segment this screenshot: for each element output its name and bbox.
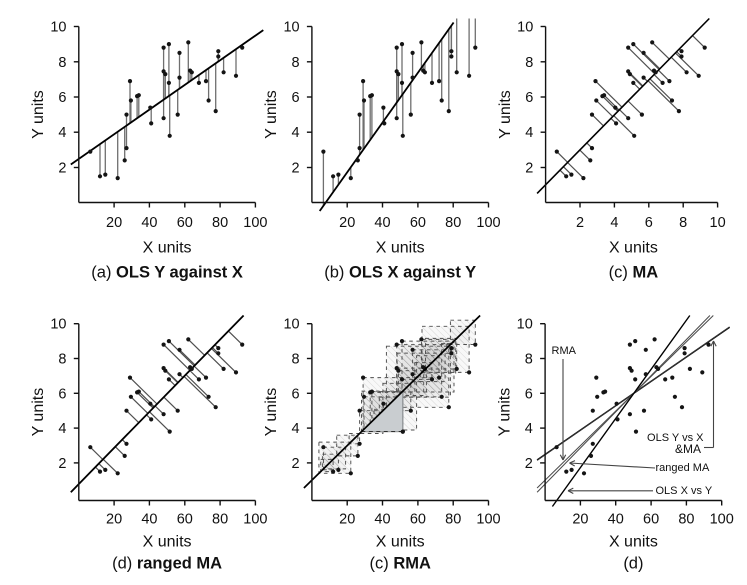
svg-text:40: 40 <box>141 511 157 527</box>
svg-text:OLS X vs Y: OLS X vs Y <box>656 485 713 497</box>
svg-text:100: 100 <box>476 511 500 527</box>
svg-text:4: 4 <box>292 125 300 141</box>
svg-text:8: 8 <box>58 55 66 71</box>
svg-text:X units: X units <box>376 533 425 550</box>
svg-text:X units: X units <box>376 240 425 257</box>
svg-text:10: 10 <box>517 317 533 333</box>
svg-text:Y units: Y units <box>263 90 280 139</box>
svg-text:(b) OLS X against Y: (b) OLS X against Y <box>324 264 476 282</box>
svg-text:40: 40 <box>374 511 390 527</box>
svg-text:(c) MA: (c) MA <box>609 264 659 282</box>
svg-text:2: 2 <box>58 161 66 177</box>
svg-text:60: 60 <box>177 215 193 231</box>
svg-text:(d) ranged MA: (d) ranged MA <box>112 555 222 573</box>
svg-text:X units: X units <box>609 533 658 550</box>
svg-text:40: 40 <box>374 215 390 231</box>
svg-text:Y units: Y units <box>30 90 47 139</box>
svg-text:10: 10 <box>283 20 299 36</box>
svg-text:6: 6 <box>58 386 66 402</box>
svg-text:20: 20 <box>572 511 588 527</box>
svg-text:4: 4 <box>525 125 533 141</box>
svg-text:Y units: Y units <box>496 388 513 437</box>
svg-text:8: 8 <box>525 55 533 71</box>
svg-text:8: 8 <box>679 215 687 231</box>
svg-text:80: 80 <box>212 215 228 231</box>
svg-text:X units: X units <box>609 240 658 257</box>
svg-text:ranged MA: ranged MA <box>656 462 710 474</box>
svg-text:100: 100 <box>710 511 734 527</box>
svg-text:60: 60 <box>177 511 193 527</box>
svg-text:40: 40 <box>608 511 624 527</box>
svg-text:20: 20 <box>106 215 122 231</box>
svg-text:2: 2 <box>292 456 300 472</box>
svg-text:6: 6 <box>292 90 300 106</box>
svg-text:2: 2 <box>58 456 66 472</box>
svg-text:4: 4 <box>58 421 66 437</box>
svg-text:8: 8 <box>58 352 66 368</box>
svg-text:80: 80 <box>445 511 461 527</box>
svg-text:100: 100 <box>476 215 500 231</box>
svg-text:4: 4 <box>292 421 300 437</box>
svg-text:Y units: Y units <box>30 388 47 437</box>
svg-text:(d): (d) <box>623 555 643 573</box>
svg-text:80: 80 <box>445 215 461 231</box>
svg-text:4: 4 <box>58 125 66 141</box>
svg-text:4: 4 <box>610 215 618 231</box>
svg-text:6: 6 <box>292 386 300 402</box>
svg-text:RMA: RMA <box>552 345 577 357</box>
svg-text:60: 60 <box>643 511 659 527</box>
svg-text:80: 80 <box>678 511 694 527</box>
svg-text:Y units: Y units <box>263 388 280 437</box>
svg-text:100: 100 <box>243 215 267 231</box>
svg-text:10: 10 <box>517 20 533 36</box>
svg-text:2: 2 <box>525 161 533 177</box>
svg-text:20: 20 <box>339 511 355 527</box>
svg-text:100: 100 <box>243 511 267 527</box>
svg-text:2: 2 <box>576 215 584 231</box>
svg-text:10: 10 <box>50 317 66 333</box>
svg-text:(a) OLS Y against X: (a) OLS Y against X <box>91 264 243 282</box>
svg-text:80: 80 <box>212 511 228 527</box>
svg-text:X units: X units <box>143 533 192 550</box>
svg-text:&MA: &MA <box>675 442 701 456</box>
svg-text:6: 6 <box>58 90 66 106</box>
svg-text:X units: X units <box>143 240 192 257</box>
svg-text:6: 6 <box>525 386 533 402</box>
svg-text:8: 8 <box>292 55 300 71</box>
svg-text:20: 20 <box>339 215 355 231</box>
svg-text:2: 2 <box>292 161 300 177</box>
svg-text:2: 2 <box>525 456 533 472</box>
svg-text:6: 6 <box>645 215 653 231</box>
svg-text:8: 8 <box>292 352 300 368</box>
svg-text:Y units: Y units <box>497 90 514 139</box>
svg-text:8: 8 <box>525 352 533 368</box>
svg-text:(c) RMA: (c) RMA <box>369 555 430 573</box>
svg-text:40: 40 <box>141 215 157 231</box>
svg-text:10: 10 <box>50 20 66 36</box>
svg-text:6: 6 <box>525 90 533 106</box>
svg-text:10: 10 <box>710 215 726 231</box>
svg-text:20: 20 <box>106 511 122 527</box>
svg-text:4: 4 <box>525 421 533 437</box>
svg-text:60: 60 <box>410 215 426 231</box>
svg-text:60: 60 <box>410 511 426 527</box>
svg-text:10: 10 <box>283 317 299 333</box>
